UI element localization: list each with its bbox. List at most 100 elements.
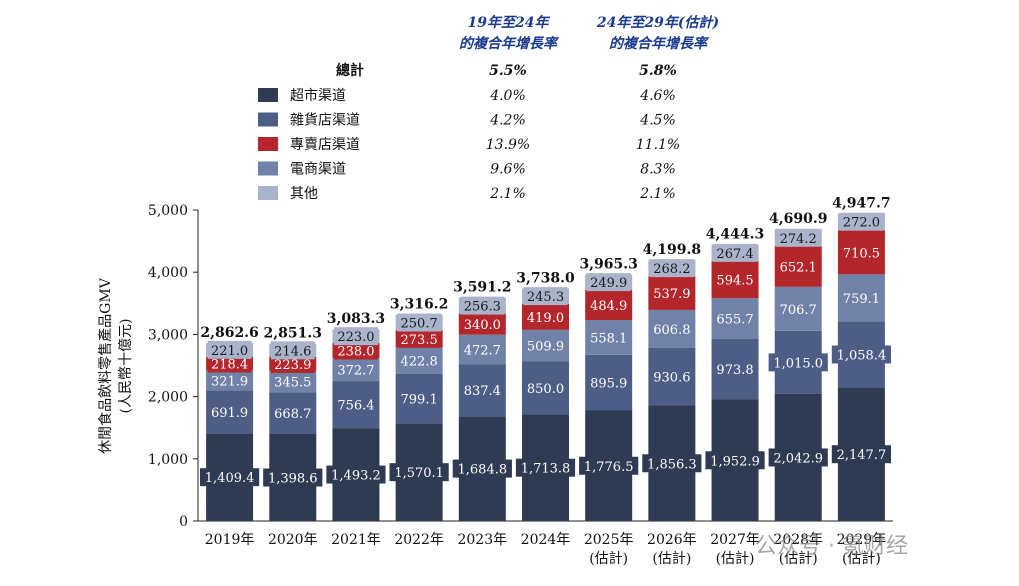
data-label-box (776, 228, 821, 247)
data-label: 1,409.4 (205, 471, 255, 486)
legend-rate: 9.6% (490, 162, 526, 178)
data-label-box (460, 296, 505, 315)
data-label: 759.1 (843, 292, 880, 307)
data-label-box (397, 389, 442, 408)
data-label: 419.0 (527, 311, 564, 326)
data-label-box (515, 458, 576, 477)
data-label: 223.9 (274, 358, 311, 373)
data-label-box (768, 448, 828, 467)
data-label: 372.7 (337, 363, 374, 378)
legend-swatch (258, 161, 278, 176)
data-label-box (649, 259, 694, 278)
data-label: 691.9 (211, 406, 248, 421)
data-label-box (649, 284, 694, 303)
x-tick-label: 2025年 (584, 532, 634, 548)
data-label: 472.7 (464, 343, 501, 358)
total-label: 3,083.3 (327, 311, 385, 327)
data-label-box (831, 345, 892, 364)
legend-column-header: 19年至24年 (468, 14, 551, 31)
legend-column-header: 的複合年增長率 (609, 35, 710, 52)
total-label: 4,444.3 (706, 227, 764, 243)
data-label-box (713, 243, 758, 262)
data-label: 422.8 (401, 354, 438, 369)
y-axis-title: 休閒食品飲料零售產品GMV (97, 277, 114, 454)
data-label: 268.2 (653, 262, 690, 277)
legend-column-header: 的複合年增長率 (459, 35, 560, 52)
data-label-box (270, 341, 315, 360)
y-tick-label: 4,000 (148, 265, 188, 281)
data-label: 668.7 (274, 407, 311, 422)
data-label-box (586, 373, 631, 392)
data-label: 245.3 (527, 290, 564, 305)
data-label: 484.9 (590, 299, 627, 314)
data-label: 256.3 (464, 300, 501, 315)
legend-swatch (258, 137, 278, 151)
data-label: 1,058.4 (837, 348, 887, 363)
data-label: 655.7 (716, 313, 753, 328)
data-label: 706.7 (780, 303, 817, 318)
x-tick-label: 2026年 (647, 532, 697, 548)
data-label: 594.5 (716, 274, 753, 289)
data-label-box (649, 367, 694, 386)
data-label: 850.0 (527, 382, 564, 397)
data-label: 1,856.3 (647, 457, 697, 472)
legend-rate: 11.1% (636, 137, 680, 153)
data-label: 218.4 (211, 357, 248, 372)
x-tick-label: 2019年 (205, 532, 255, 548)
x-tick-label: (估計) (589, 551, 628, 567)
total-label: 3,965.3 (579, 256, 637, 272)
total-label: 2,851.3 (264, 326, 322, 342)
data-label: 930.6 (653, 371, 690, 386)
data-label-box (713, 309, 758, 328)
data-label: 799.1 (401, 392, 438, 407)
data-label: 537.9 (653, 287, 690, 302)
data-label-box (207, 354, 252, 373)
legend-rate: 2.1% (639, 186, 676, 202)
x-tick-label: (估計) (716, 551, 755, 567)
data-label: 250.7 (401, 317, 438, 332)
data-label: 973.8 (716, 363, 753, 378)
legend-label: 電商渠道 (290, 162, 346, 178)
data-label-box (270, 354, 315, 373)
data-label-box (389, 463, 449, 482)
x-tick-label: 2022年 (394, 532, 444, 548)
legend-total-rate: 5.8% (639, 63, 677, 79)
data-label: 1,398.6 (268, 472, 318, 487)
legend-rate: 8.3% (640, 162, 676, 178)
data-label: 274.2 (780, 232, 817, 247)
y-tick-label: 1,000 (148, 452, 188, 468)
total-label: 4,947.7 (832, 195, 890, 211)
data-label-box (333, 395, 378, 414)
data-label: 273.5 (401, 333, 438, 348)
data-label: 345.5 (274, 376, 311, 391)
x-tick-label: 2023年 (457, 532, 507, 548)
data-label: 1,713.8 (521, 462, 571, 477)
data-label-box (523, 336, 568, 355)
legend-total-rate: 5.5% (489, 63, 527, 79)
data-label: 249.9 (590, 276, 627, 291)
data-label-box (642, 454, 702, 473)
data-label: 272.0 (843, 216, 880, 231)
total-label: 2,862.6 (200, 325, 258, 341)
data-label-box (333, 360, 378, 379)
data-label-box (839, 212, 884, 231)
x-tick-label: 2020年 (268, 532, 318, 548)
data-label-box (397, 351, 442, 370)
data-label-box (460, 381, 505, 400)
y-tick-label: 0 (179, 514, 188, 530)
data-label-box (839, 288, 884, 307)
data-label: 1,684.8 (458, 463, 508, 478)
data-label-box (831, 445, 892, 464)
data-label: 1,570.1 (394, 466, 444, 481)
data-label-box (523, 378, 568, 397)
legend-rate: 4.6% (639, 88, 676, 104)
x-tick-label: 2027年 (710, 532, 760, 548)
x-tick-label: (估計) (652, 551, 691, 567)
data-label: 238.0 (337, 344, 374, 359)
data-label-box (326, 465, 386, 484)
data-label-box (263, 468, 323, 487)
x-tick-label: 2028年 (773, 532, 823, 548)
axes: 0 1,000 2,000 3,000 4,000 5,000 休閒食品飲料零售產品GMV(… (97, 203, 893, 530)
